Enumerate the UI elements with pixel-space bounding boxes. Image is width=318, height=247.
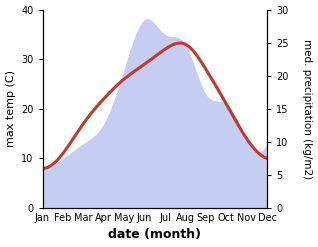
Y-axis label: max temp (C): max temp (C) — [5, 70, 16, 147]
Y-axis label: med. precipitation (kg/m2): med. precipitation (kg/m2) — [302, 39, 313, 179]
X-axis label: date (month): date (month) — [108, 228, 201, 242]
